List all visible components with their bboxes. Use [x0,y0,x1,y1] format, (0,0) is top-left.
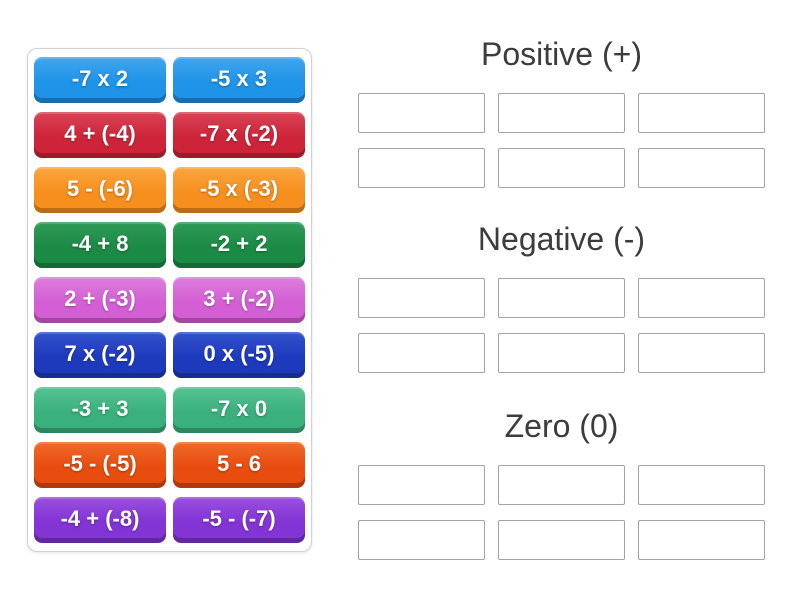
tile[interactable]: -7 x 0 [173,387,305,433]
drop-slot[interactable] [498,93,625,133]
tile[interactable]: 4 + (-4) [34,112,166,158]
tile[interactable]: -7 x (-2) [173,112,305,158]
tile[interactable]: 0 x (-5) [173,332,305,378]
tile[interactable]: -5 x (-3) [173,167,305,213]
tile-panel: -7 x 2 -5 x 3 4 + (-4) -7 x (-2) 5 - (-6… [27,48,312,552]
drop-slot[interactable] [638,148,765,188]
drop-slot[interactable] [358,520,485,560]
tile[interactable]: -5 - (-7) [173,497,305,543]
tile[interactable]: 3 + (-2) [173,277,305,323]
tile[interactable]: -5 x 3 [173,57,305,103]
tile[interactable]: -3 + 3 [34,387,166,433]
drop-slot[interactable] [358,93,485,133]
drop-slot[interactable] [498,278,625,318]
tile[interactable]: -7 x 2 [34,57,166,103]
slot-grid-zero [358,465,765,560]
group-negative: Negative (-) [358,220,765,373]
tile[interactable]: 5 - (-6) [34,167,166,213]
drop-slot[interactable] [498,465,625,505]
slot-grid-negative [358,278,765,373]
drop-slot[interactable] [638,278,765,318]
drop-slot[interactable] [498,148,625,188]
tile[interactable]: -4 + (-8) [34,497,166,543]
tile[interactable]: 7 x (-2) [34,332,166,378]
group-zero: Zero (0) [358,407,765,560]
drop-slot[interactable] [638,520,765,560]
drop-slot[interactable] [358,278,485,318]
group-positive: Positive (+) [358,35,765,188]
group-title-negative: Negative (-) [477,221,646,257]
group-title-positive: Positive (+) [481,36,642,72]
group-title-zero: Zero (0) [504,408,619,444]
drop-slot[interactable] [358,148,485,188]
drop-slot[interactable] [638,333,765,373]
drop-slot[interactable] [638,465,765,505]
drop-slot[interactable] [498,333,625,373]
tile[interactable]: -2 + 2 [173,222,305,268]
drop-slot[interactable] [358,333,485,373]
slot-grid-positive [358,93,765,188]
tile[interactable]: 2 + (-3) [34,277,166,323]
drop-slot[interactable] [358,465,485,505]
drop-slot[interactable] [498,520,625,560]
drop-slot[interactable] [638,93,765,133]
tile[interactable]: 5 - 6 [173,442,305,488]
tile[interactable]: -5 - (-5) [34,442,166,488]
tile[interactable]: -4 + 8 [34,222,166,268]
